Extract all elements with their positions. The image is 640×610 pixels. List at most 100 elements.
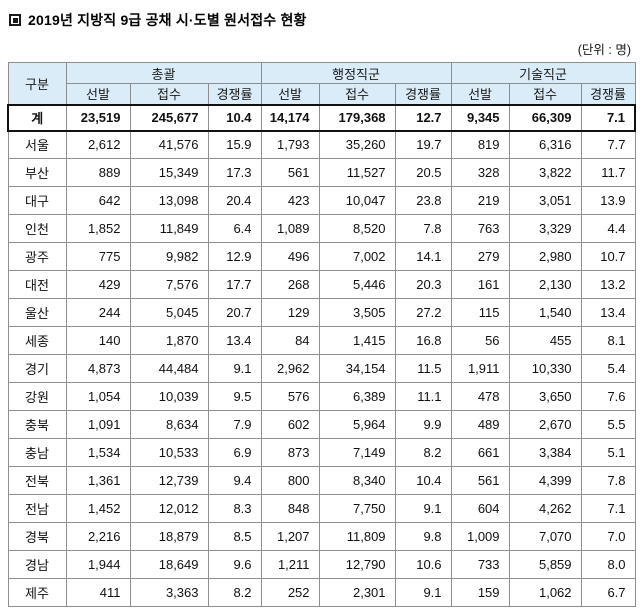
value-cell: 161 [450,270,510,299]
value-cell: 56 [450,326,510,355]
value-cell: 16.8 [394,326,452,355]
sub-header-selection: 선발 [260,83,320,105]
recruitment-table: 구분 총괄 행정직군 기술직군 선발 접수 경쟁률 선발 접수 경쟁률 선발 접… [7,62,637,607]
value-cell: 7,149 [318,438,396,467]
table-row: 대구 642 13,098 20.4 423 10,047 23.8 219 3,051 13.… [7,186,636,215]
value-cell: 7.0 [580,522,636,551]
value-cell: 11.5 [394,354,452,383]
value-cell: 10.4 [207,103,262,132]
value-cell: 13.4 [580,298,636,327]
value-cell: 11,527 [318,158,396,187]
value-cell: 219 [450,186,510,215]
value-cell: 9,345 [450,103,510,132]
value-cell: 1,534 [65,438,131,467]
value-cell: 244 [65,298,131,327]
value-cell: 733 [450,550,510,579]
value-cell: 1,415 [318,326,396,355]
value-cell: 13.9 [580,186,636,215]
value-cell: 20.5 [394,158,452,187]
sub-header-ratio: 경쟁률 [207,83,262,105]
value-cell: 20.4 [207,186,262,215]
value-cell: 14,174 [260,103,320,132]
region-label-cell: 세종 [7,326,67,355]
value-cell: 23.8 [394,186,452,215]
region-label-cell: 울산 [7,298,67,327]
table-row: 제주 411 3,363 8.2 252 2,301 9.1 159 1,062 6.7 [7,578,636,607]
value-cell: 10,039 [129,382,209,411]
region-label-cell: 대전 [7,270,67,299]
value-cell: 41,576 [129,130,209,159]
value-cell: 8.0 [580,550,636,579]
value-cell: 3,051 [508,186,582,215]
value-cell: 4,262 [508,494,582,523]
table-row: 강원 1,054 10,039 9.5 576 6,389 11.1 478 3,650 7.6 [7,382,636,411]
value-cell: 10.4 [394,466,452,495]
column-group-header-admin: 행정직군 [260,62,452,84]
value-cell: 17.3 [207,158,262,187]
value-cell: 4.4 [580,214,636,243]
value-cell: 2,962 [260,354,320,383]
column-group-header-tech: 기술직군 [450,62,636,84]
table-row: 충남 1,534 10,533 6.9 873 7,149 8.2 661 3,384 5.1 [7,438,636,467]
region-label-cell: 서울 [7,130,67,159]
value-cell: 7.8 [580,466,636,495]
value-cell: 2,301 [318,578,396,607]
value-cell: 12.9 [207,242,262,271]
column-group-header-total: 총괄 [65,62,262,84]
value-cell: 20.3 [394,270,452,299]
region-label-cell: 충북 [7,410,67,439]
table-row: 울산 244 5,045 20.7 129 3,505 27.2 115 1,540 13.4 [7,298,636,327]
value-cell: 602 [260,410,320,439]
value-cell: 12,012 [129,494,209,523]
sub-header-applications: 접수 [129,83,209,105]
value-cell: 7.9 [207,410,262,439]
region-label-cell: 대구 [7,186,67,215]
value-cell: 8.2 [207,578,262,607]
value-cell: 2,130 [508,270,582,299]
value-cell: 1,211 [260,550,320,579]
region-label-cell: 제주 [7,578,67,607]
region-label-cell: 경기 [7,354,67,383]
value-cell: 6,316 [508,130,582,159]
value-cell: 455 [508,326,582,355]
value-cell: 328 [450,158,510,187]
page-title-text: 2019년 지방직 9급 공채 시·도별 원서접수 현황 [28,12,307,28]
corner-header-cell: 구분 [7,62,67,105]
value-cell: 6.7 [580,578,636,607]
value-cell: 8,520 [318,214,396,243]
value-cell: 6.4 [207,214,262,243]
value-cell: 9.5 [207,382,262,411]
value-cell: 20.7 [207,298,262,327]
value-cell: 8,634 [129,410,209,439]
value-cell: 800 [260,466,320,495]
sub-header-ratio: 경쟁률 [580,83,636,105]
total-row-label: 계 [7,103,67,132]
region-label-cell: 부산 [7,158,67,187]
value-cell: 1,540 [508,298,582,327]
value-cell: 115 [450,298,510,327]
value-cell: 5.4 [580,354,636,383]
value-cell: 10,533 [129,438,209,467]
table-row: 전남 1,452 12,012 8.3 848 7,750 9.1 604 4,262 7.1 [7,494,636,523]
value-cell: 1,054 [65,382,131,411]
value-cell: 7.8 [394,214,452,243]
value-cell: 8.2 [394,438,452,467]
value-cell: 4,399 [508,466,582,495]
value-cell: 9.4 [207,466,262,495]
sub-header-applications: 접수 [508,83,582,105]
value-cell: 129 [260,298,320,327]
unit-label: (단위 : 명) [577,43,631,57]
value-cell: 2,216 [65,522,131,551]
table-header: 구분 총괄 행정직군 기술직군 선발 접수 경쟁률 선발 접수 경쟁률 선발 접… [7,62,636,105]
value-cell: 252 [260,578,320,607]
value-cell: 245,677 [129,103,209,132]
value-cell: 429 [65,270,131,299]
value-cell: 6,389 [318,382,396,411]
value-cell: 819 [450,130,510,159]
value-cell: 661 [450,438,510,467]
value-cell: 1,944 [65,550,131,579]
value-cell: 7,002 [318,242,396,271]
value-cell: 411 [65,578,131,607]
value-cell: 3,650 [508,382,582,411]
value-cell: 1,911 [450,354,510,383]
